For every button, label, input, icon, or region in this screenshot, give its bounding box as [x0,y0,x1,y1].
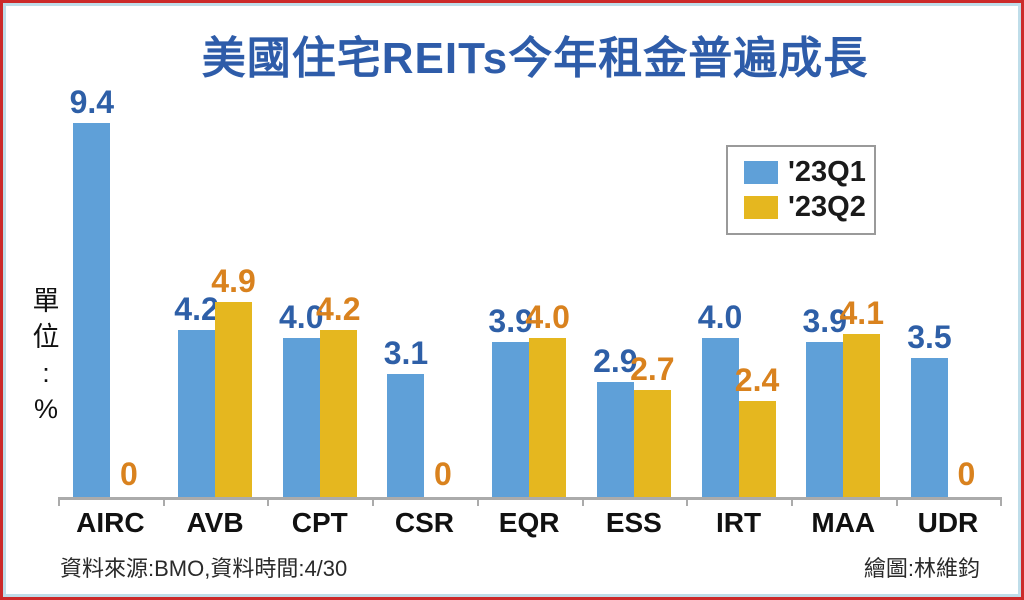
bar-AVB-23Q2 [215,302,253,497]
category-label-UDR: UDR [917,507,979,538]
x-axis-tick [1000,497,1003,506]
bar-CPT-23Q1 [282,338,320,497]
x-axis-tick [476,497,479,506]
x-axis-tick [267,497,270,506]
bar-MAA-23Q1 [806,342,844,497]
credit-note: 繪圖:林維鈞 [863,556,980,581]
value-label-AVB-23Q1: 4.2 [174,291,219,327]
bar-CPT-23Q2 [319,330,357,497]
category-label-AVB: AVB [186,507,244,538]
value-label-EQR-23Q1: 3.9 [488,303,533,339]
category-label-IRT: IRT [715,507,762,538]
category-label-CPT: CPT [291,507,348,538]
y-axis-unit-label: 單位:% [26,283,66,427]
x-axis-tick [58,497,60,506]
x-axis-tick [581,497,584,506]
legend-swatch-q2 [744,196,778,219]
unit-label-char: 單 [32,286,60,316]
value-label-EQR-23Q2: 4.0 [525,299,570,335]
bar-AVB-23Q1 [178,330,216,497]
value-label-AIRC-23Q1: 9.4 [69,84,115,120]
bar-EQR-23Q1 [492,342,530,497]
legend-label-q1: '23Q1 [788,156,866,188]
bar-EQR-23Q2 [529,338,567,497]
value-label-CPT-23Q1: 4.0 [279,299,324,335]
bar-UDR-23Q1 [910,358,948,497]
legend: '23Q1 '23Q2 [726,145,876,235]
value-label-AIRC-23Q2: 0 [119,456,138,492]
category-label-ESS: ESS [605,507,662,538]
bar-ESS-23Q2 [633,390,671,497]
bar-IRT-23Q1 [701,338,739,497]
legend-label-q2: '23Q2 [788,191,866,223]
value-label-ESS-23Q2: 2.7 [630,351,675,387]
category-label-EQR: EQR [498,507,560,538]
value-label-UDR-23Q1: 3.5 [907,319,952,355]
x-axis-tick [686,497,689,506]
bar-CSR-23Q1 [387,374,425,497]
value-label-MAA-23Q1: 3.9 [802,303,847,339]
value-label-AVB-23Q2: 4.9 [211,263,256,299]
value-label-MAA-23Q2: 4.1 [839,295,884,331]
legend-item-q2: '23Q2 [728,193,874,222]
x-axis-tick [162,497,165,506]
value-label-CSR-23Q2: 0 [434,456,452,492]
source-note: 資料來源:BMO,資料時間:4/30 [60,556,348,581]
bar-IRT-23Q2 [738,401,776,497]
unit-label-char: : [42,358,50,388]
value-label-UDR-23Q2: 0 [957,456,976,492]
x-axis-tick [790,497,793,506]
value-label-IRT-23Q1: 4.0 [697,299,743,335]
unit-label-char: 位 [32,322,60,352]
x-axis-tick [372,497,375,506]
page-title: 美國住宅REITs今年租金普遍成長 [201,34,869,83]
legend-swatch-q1 [744,161,778,184]
bar-MAA-23Q2 [843,334,881,497]
category-label-AIRC: AIRC [76,507,145,538]
x-axis-tick [895,497,898,506]
value-label-CSR-23Q1: 3.1 [383,335,429,371]
bar-ESS-23Q1 [596,382,634,497]
bar-AIRC-23Q1 [73,123,111,497]
category-label-CSR: CSR [394,507,454,538]
legend-item-q1: '23Q1 [728,158,874,187]
unit-label-char: % [33,394,58,424]
category-label-MAA: MAA [811,507,876,538]
value-label-ESS-23Q1: 2.9 [593,343,638,379]
value-label-IRT-23Q2: 2.4 [734,362,780,398]
value-label-CPT-23Q2: 4.2 [316,291,361,327]
x-axis-line [58,497,1001,500]
